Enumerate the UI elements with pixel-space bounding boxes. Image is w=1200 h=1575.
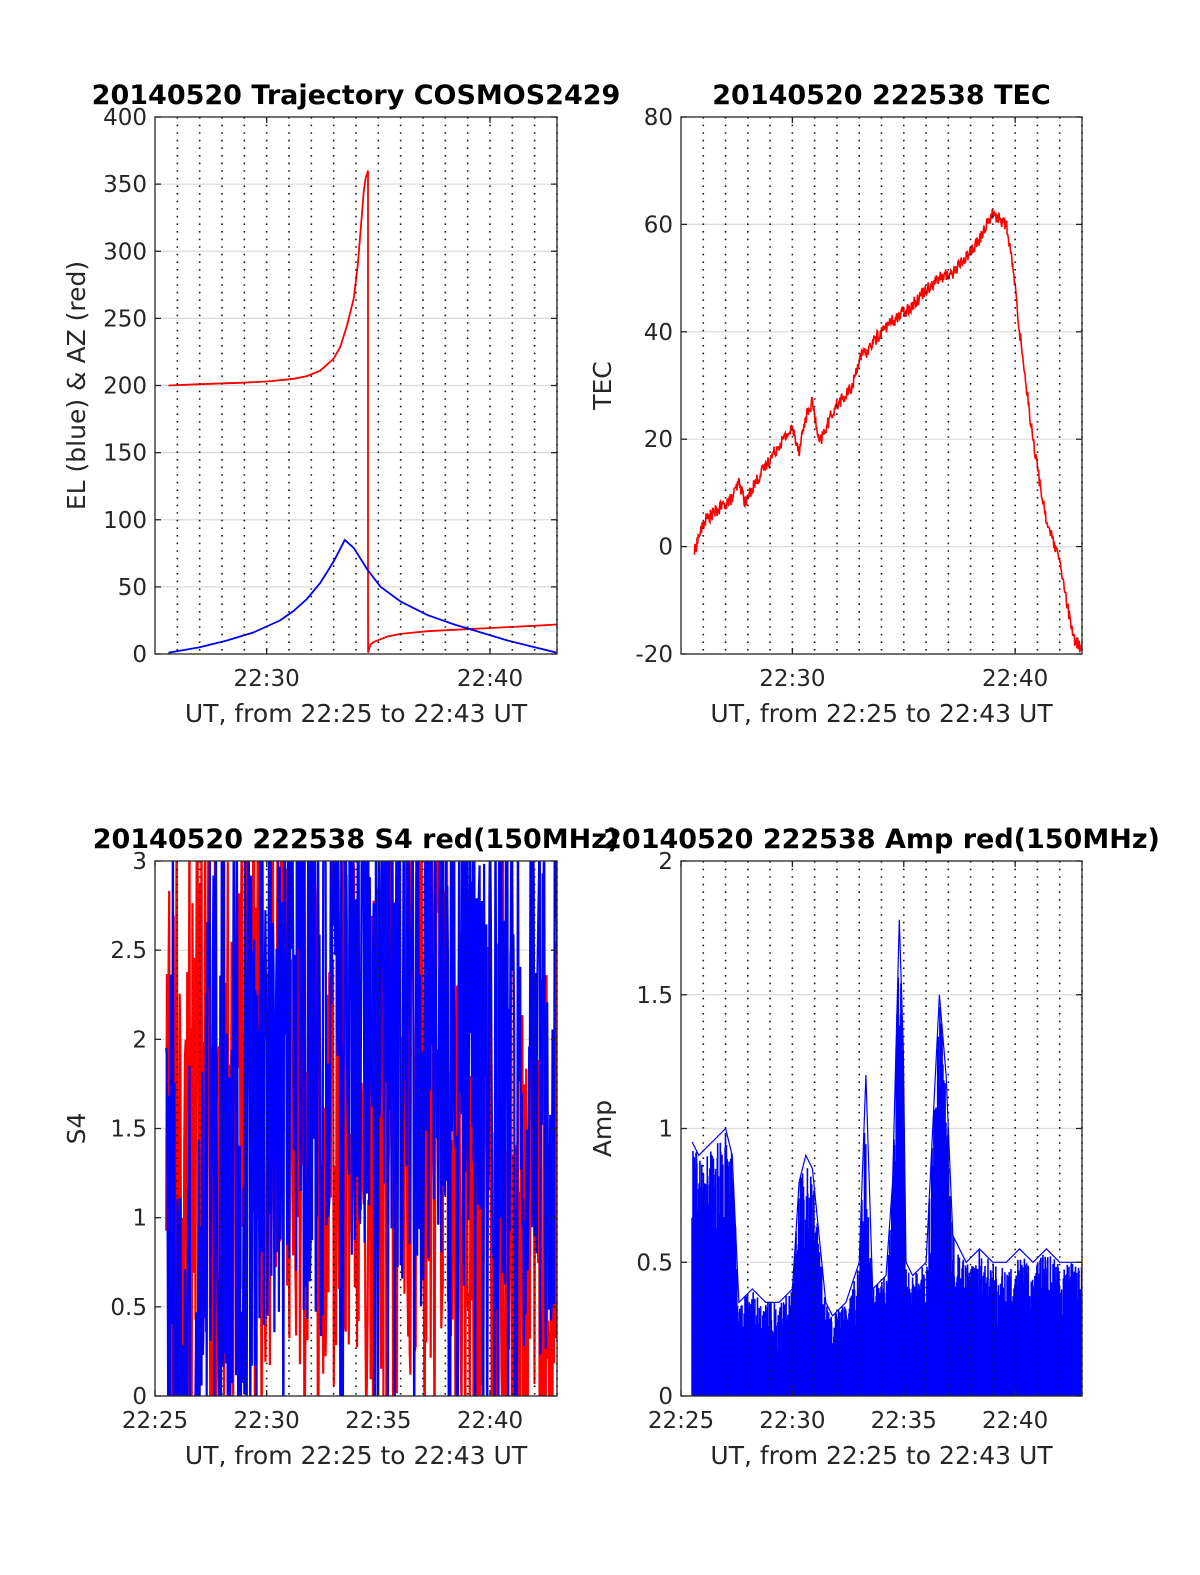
y-tick-label: 350 bbox=[103, 172, 147, 198]
y-tick-label: 0 bbox=[132, 642, 147, 668]
series-el-line bbox=[168, 538, 557, 654]
x-tick-label: 22:30 bbox=[759, 1408, 825, 1434]
x-tick-label: 22:40 bbox=[982, 1408, 1048, 1434]
plot-area bbox=[693, 208, 1082, 653]
y-tick-label: 1.5 bbox=[636, 983, 673, 1009]
y-tick-label: 1 bbox=[132, 1206, 147, 1232]
y-tick-label: 250 bbox=[103, 306, 147, 332]
x-tick-label: 22:35 bbox=[871, 1408, 937, 1434]
x-tick-label: 22:40 bbox=[982, 666, 1048, 692]
y-tick-label: 0 bbox=[132, 1384, 147, 1410]
y-tick-label: 300 bbox=[103, 239, 147, 265]
y-tick-label: 1.5 bbox=[110, 1117, 147, 1143]
chart-p3: 0 0.5 1 1.5 2 2.5 3 22:25 22:30 22:35 22:40 2014052… bbox=[62, 824, 620, 1470]
x-tick-label: 22:30 bbox=[234, 666, 300, 692]
x-tick-label: 22:40 bbox=[457, 1408, 523, 1434]
y-tick-label: 40 bbox=[644, 320, 673, 346]
y-tick-label: 400 bbox=[103, 105, 147, 131]
y-tick-label: 2.5 bbox=[110, 938, 147, 964]
x-axis-label: UT, from 22:25 to 22:43 UT bbox=[710, 699, 1053, 728]
series-s4_blue-line bbox=[165, 861, 557, 1396]
plot-area bbox=[165, 861, 557, 1396]
x-tick-label: 22:40 bbox=[457, 666, 523, 692]
x-tick-label: 22:30 bbox=[759, 666, 825, 692]
chart-p4: 0 0.5 1 1.5 2 22:25 22:30 22:35 22:40 20140520 22… bbox=[588, 824, 1160, 1470]
plot-area bbox=[691, 919, 1082, 1396]
y-axis-label: S4 bbox=[62, 1113, 91, 1145]
y-tick-label: 100 bbox=[103, 508, 147, 534]
x-tick-label: 22:35 bbox=[345, 1408, 411, 1434]
y-tick-label: 150 bbox=[103, 441, 147, 467]
chart-title: 20140520 222538 TEC bbox=[712, 80, 1051, 111]
y-tick-label: 2 bbox=[132, 1027, 147, 1053]
y-tick-label: 200 bbox=[103, 374, 147, 400]
y-tick-label: 1 bbox=[658, 1117, 673, 1143]
x-tick-label: 22:30 bbox=[234, 1408, 300, 1434]
y-tick-label: 60 bbox=[644, 212, 673, 238]
y-axis-label: TEC bbox=[588, 361, 617, 411]
x-axis-label: UT, from 22:25 to 22:43 UT bbox=[185, 699, 528, 728]
y-tick-label: 0.5 bbox=[636, 1250, 673, 1276]
chart-p1: 0 50 100 150 200 250 300 350 400 22:30 22:40 201405… bbox=[62, 80, 620, 728]
x-tick-label: 22:25 bbox=[122, 1408, 188, 1434]
y-tick-label: 0.5 bbox=[110, 1295, 147, 1321]
series-az-line bbox=[168, 170, 557, 653]
x-axis-label: UT, from 22:25 to 22:43 UT bbox=[185, 1441, 528, 1470]
chart-p2: -20 0 20 40 60 80 22:30 22:40 20140520 222538 TE… bbox=[588, 80, 1083, 728]
chart-title: 20140520 222538 S4 red(150MHz) bbox=[93, 824, 620, 855]
y-tick-label: 0 bbox=[658, 1384, 673, 1410]
y-axis-label: Amp bbox=[588, 1100, 617, 1157]
chart-title: 20140520 222538 Amp red(150MHz) bbox=[603, 824, 1160, 855]
x-axis-label: UT, from 22:25 to 22:43 UT bbox=[710, 1441, 1053, 1470]
y-tick-label: 20 bbox=[644, 427, 673, 453]
plot-area bbox=[168, 170, 557, 654]
chart-title: 20140520 Trajectory COSMOS2429 bbox=[92, 80, 621, 111]
y-tick-label: -20 bbox=[635, 642, 673, 668]
axes-frame bbox=[680, 116, 1083, 655]
series-tec-line bbox=[693, 208, 1082, 653]
y-tick-label: 80 bbox=[644, 105, 673, 131]
x-tick-label: 22:25 bbox=[648, 1408, 714, 1434]
y-tick-label: 3 bbox=[132, 849, 147, 875]
y-axis-label: EL (blue) & AZ (red) bbox=[62, 261, 91, 510]
series-amp_envelope-envelope bbox=[691, 919, 1082, 1317]
y-tick-label: 2 bbox=[658, 849, 673, 875]
y-tick-label: 50 bbox=[118, 575, 147, 601]
y-tick-label: 0 bbox=[658, 535, 673, 561]
series-amp_envelope-bars bbox=[691, 977, 1082, 1396]
